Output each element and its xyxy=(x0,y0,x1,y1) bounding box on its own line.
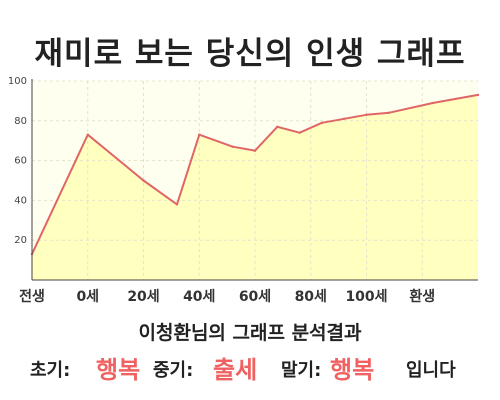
data-point xyxy=(175,203,179,206)
late-value: 행복 xyxy=(330,356,375,384)
y-tick-label: 60 xyxy=(14,156,27,167)
late-label: 말기: xyxy=(281,360,322,381)
y-tick-label: 100 xyxy=(8,76,27,87)
y-tick-label: 80 xyxy=(14,116,27,127)
data-point xyxy=(476,93,480,97)
y-tick-label: 40 xyxy=(14,195,27,206)
x-tick-label: 100세 xyxy=(345,289,387,305)
early-label: 초기: xyxy=(30,360,71,381)
data-point xyxy=(298,131,301,134)
data-point xyxy=(432,101,435,105)
data-point xyxy=(142,179,145,182)
data-point xyxy=(387,111,390,115)
data-point xyxy=(343,117,346,121)
data-point xyxy=(276,125,279,128)
data-point xyxy=(198,133,201,136)
mid-label: 중기: xyxy=(153,360,194,381)
y-tick-label: 20 xyxy=(14,235,27,246)
x-tick-label: 전생 xyxy=(19,288,45,305)
x-tick-label: 40세 xyxy=(183,289,215,305)
x-tick-label: 80세 xyxy=(295,289,327,305)
x-tick-label: 60세 xyxy=(239,289,271,305)
data-point xyxy=(231,145,234,148)
data-point xyxy=(86,133,90,136)
data-point xyxy=(320,121,324,125)
page-title: 재미로 보는 당신의 인생 그래프 xyxy=(34,36,466,72)
x-tick-label: 0세 xyxy=(76,289,99,305)
result-ending: 입니다 xyxy=(406,360,456,381)
data-point xyxy=(253,149,257,152)
analysis-result: 초기: 행복 중기: 출세 말기: 행복 입니다 xyxy=(0,346,500,386)
early-value: 행복 xyxy=(96,356,141,384)
x-tick-label: 20세 xyxy=(127,289,159,305)
x-tick-label: 환생 xyxy=(409,288,435,305)
data-point xyxy=(365,113,368,117)
mid-value: 출세 xyxy=(213,356,258,384)
analysis-subtitle: 이청환님의 그래프 분석결과 xyxy=(138,322,362,344)
